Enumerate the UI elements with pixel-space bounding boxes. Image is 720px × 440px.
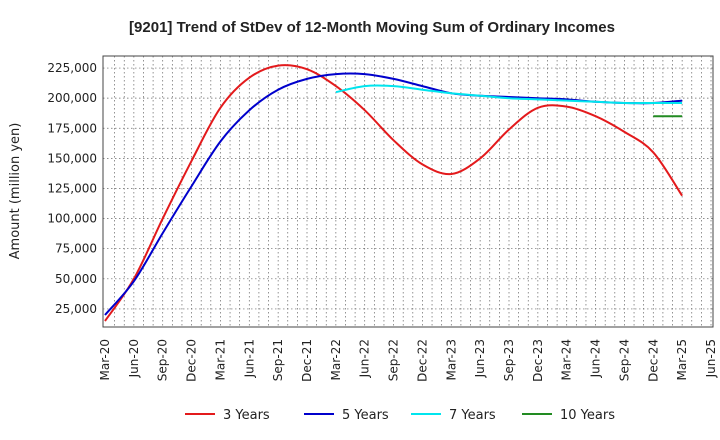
x-tick-label: Jun-23 (473, 339, 487, 378)
y-tick-label: 225,000 (47, 61, 97, 75)
y-tick-label: 150,000 (47, 151, 97, 165)
x-tick-label: Jun-24 (589, 339, 603, 378)
series-7-years-line (335, 84, 683, 105)
series-layer (104, 64, 683, 322)
x-tick-label: Sep-20 (156, 339, 170, 381)
x-tick-label: Jun-20 (127, 339, 141, 378)
x-tick-label: Dec-24 (646, 339, 660, 382)
x-tick-label: Mar-22 (329, 339, 343, 380)
x-tick-label: Mar-23 (444, 339, 458, 380)
y-tick-label: 125,000 (47, 181, 97, 195)
x-tick-label: Jun-22 (358, 339, 372, 378)
legend-label: 5 Years (342, 408, 389, 423)
y-tick-label: 75,000 (55, 242, 97, 256)
series-3-years-line (104, 64, 683, 322)
grid-layer (103, 56, 713, 327)
y-tick-labels: 25,000 50,000 75,000 100,000 125,000 150,000 1… (47, 61, 97, 316)
legend-label: 7 Years (449, 408, 496, 423)
x-tick-label: Mar-25 (675, 339, 689, 380)
x-tick-label: Mar-20 (98, 339, 112, 380)
y-tick-label: 50,000 (55, 272, 97, 286)
x-tick-labels: Mar-20 Jun-20 Sep-20 Dec-20 Mar-21 Jun-21 Sep-… (98, 339, 718, 382)
y-tick-label: 175,000 (47, 121, 97, 135)
x-tick-label: Dec-20 (185, 339, 199, 382)
plot-frame (102, 55, 714, 328)
x-tick-label: Jun-25 (704, 339, 718, 378)
x-tick-label: Mar-24 (560, 339, 574, 380)
legend-label: 10 Years (560, 408, 615, 423)
legend: 3 Years 5 Years 7 Years 10 Years (185, 408, 615, 423)
x-tick-label: Dec-23 (531, 339, 545, 382)
y-axis-title: Amount (million yen) (8, 123, 23, 260)
x-tick-label: Sep-22 (387, 339, 401, 381)
x-tick-label: Sep-24 (617, 339, 631, 381)
y-tick-label: 100,000 (47, 212, 97, 226)
x-tick-label: Dec-21 (300, 339, 314, 382)
y-tick-label: 200,000 (47, 91, 97, 105)
x-tick-label: Jun-21 (242, 339, 256, 378)
x-tick-label: Dec-22 (415, 339, 429, 382)
x-tick-label: Sep-21 (271, 339, 285, 381)
legend-label: 3 Years (223, 408, 270, 423)
chart-title: [9201] Trend of StDev of 12-Month Moving… (129, 19, 615, 36)
y-tick-label: 25,000 (55, 302, 97, 316)
x-tick-label: Sep-23 (502, 339, 516, 381)
x-tick-label: Mar-21 (213, 339, 227, 380)
